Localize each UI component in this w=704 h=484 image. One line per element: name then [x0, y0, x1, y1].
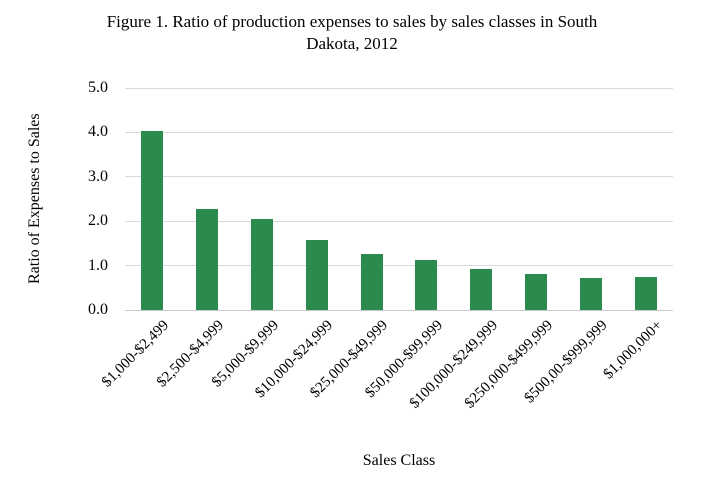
y-tick-label: 2.0 — [88, 212, 108, 230]
y-tick-label: 0.0 — [88, 301, 108, 318]
chart-title-line1: Figure 1. Ratio of production expenses t… — [106, 12, 598, 31]
bar — [251, 219, 273, 310]
bar — [470, 268, 493, 310]
gridline — [125, 220, 673, 222]
bar — [579, 278, 602, 310]
gridline — [125, 176, 673, 178]
y-tick-label: 1.0 — [88, 256, 108, 274]
x-axis-line — [125, 309, 673, 311]
bar — [525, 273, 547, 310]
bar — [634, 277, 657, 310]
x-axis-title: Sales Class — [362, 452, 436, 469]
gridline — [125, 131, 673, 133]
y-tick-label: 4.0 — [88, 123, 108, 141]
gridline — [125, 87, 673, 89]
bar — [196, 208, 219, 310]
gridline — [125, 265, 673, 267]
bar — [305, 240, 328, 310]
chart-title-line2: Dakota, 2012 — [306, 34, 398, 53]
bar — [141, 131, 164, 310]
chart-title: Figure 1. Ratio of production expenses t… — [52, 11, 652, 55]
bar — [415, 259, 438, 310]
bar — [360, 253, 383, 310]
y-tick-label: 5.0 — [88, 79, 108, 96]
y-tick-label: 3.0 — [88, 167, 108, 185]
